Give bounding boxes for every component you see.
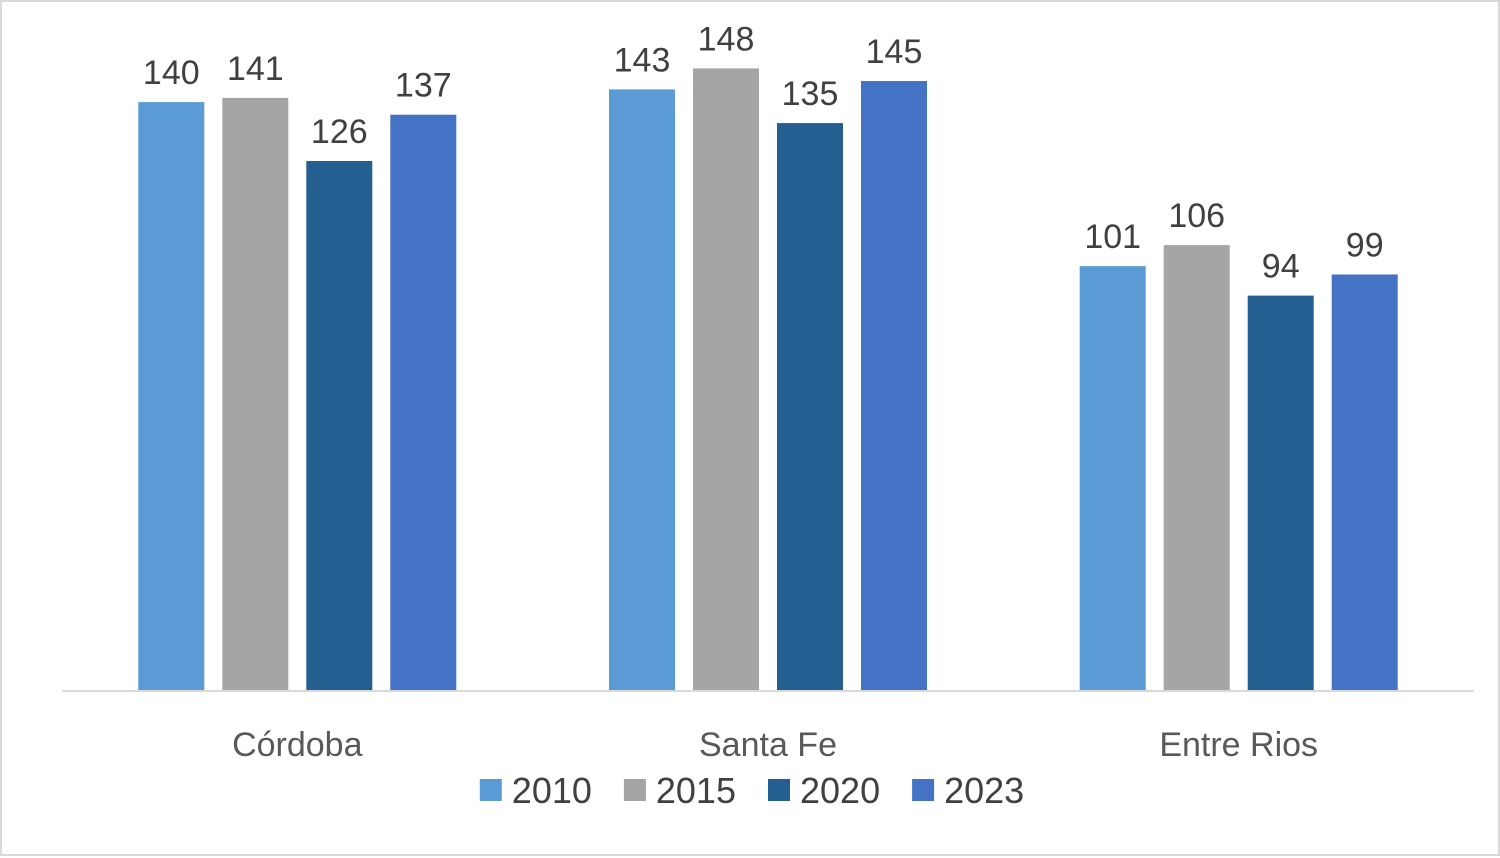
data-label: 137 <box>395 67 452 105</box>
bar-entre-rios-2010 <box>1079 266 1146 691</box>
data-label: 101 <box>1084 218 1141 256</box>
bar-córdoba-2010 <box>138 102 205 692</box>
legend-label: 2015 <box>656 770 736 811</box>
category-label: Entre Rios <box>1159 726 1318 764</box>
legend-label: 2023 <box>944 770 1024 811</box>
data-label: 145 <box>866 33 923 71</box>
bar-entre-rios-2023 <box>1331 274 1398 691</box>
bars-layer <box>138 68 1398 692</box>
legend-label: 2020 <box>800 770 880 811</box>
bar-santa-fe-2023 <box>861 81 927 691</box>
data-label: 126 <box>311 113 368 151</box>
bar-santa-fe-2015 <box>693 68 759 691</box>
bar-entre-rios-2020 <box>1247 295 1314 691</box>
legend-swatch-2023 <box>912 779 935 801</box>
bar-córdoba-2020 <box>306 161 373 691</box>
data-label: 141 <box>227 50 284 88</box>
data-label: 140 <box>143 54 200 92</box>
data-labels-layer: 140 141 126 137 143 148 135 145 101 106 94 99 <box>143 20 1384 285</box>
bar-santa-fe-2020 <box>777 123 843 692</box>
bar-entre-rios-2015 <box>1163 245 1230 691</box>
legend-swatch-2010 <box>479 779 502 801</box>
category-label: Córdoba <box>232 726 363 764</box>
data-label: 106 <box>1168 197 1225 235</box>
data-label: 148 <box>698 20 755 58</box>
data-label: 94 <box>1262 248 1300 286</box>
data-label: 99 <box>1346 227 1384 265</box>
legend-swatch-2020 <box>768 779 790 801</box>
legend-swatch-2015 <box>623 779 646 801</box>
legend-label: 2010 <box>512 770 592 811</box>
bar-córdoba-2015 <box>222 97 289 691</box>
category-labels-layer: Córdoba Santa Fe Entre Rios <box>232 726 1318 764</box>
bar-santa-fe-2010 <box>609 89 675 691</box>
bar-córdoba-2023 <box>390 114 457 691</box>
legend: 2010 2015 2020 2023 <box>479 770 1024 811</box>
data-label: 135 <box>782 75 839 113</box>
category-label: Santa Fe <box>699 726 837 764</box>
data-label: 143 <box>614 41 671 79</box>
